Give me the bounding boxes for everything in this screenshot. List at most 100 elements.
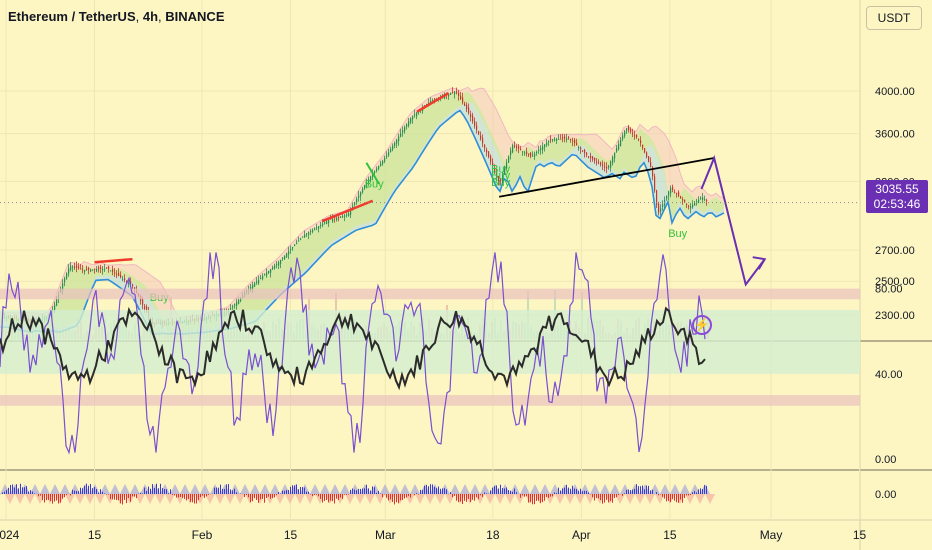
currency-button[interactable]: USDT: [866, 6, 922, 30]
hist-bar: [628, 489, 629, 494]
hist-bar: [504, 488, 505, 494]
hist-bar: [126, 494, 127, 504]
hist-bar: [536, 494, 537, 501]
hist-bar: [484, 492, 485, 494]
candle-body: [414, 114, 416, 116]
hist-bar: [636, 484, 637, 494]
candle-body: [450, 92, 452, 95]
candle-body: [488, 151, 490, 158]
hist-bar: [358, 488, 359, 494]
time-tick-label: 15: [853, 528, 867, 542]
hist-bar: [264, 494, 265, 503]
candle-body: [130, 281, 132, 285]
hist-bar: [292, 485, 293, 494]
hist-bar: [434, 486, 435, 494]
hist-up-triangle: [480, 484, 490, 494]
buy-signal-label: Buy: [491, 177, 510, 189]
hist-bar: [236, 492, 237, 494]
candle-body: [546, 142, 548, 146]
candle-body: [122, 278, 124, 280]
hist-bar: [644, 489, 645, 494]
price-tick-label: 2300.00: [875, 310, 915, 322]
time-tick-label: 15: [284, 528, 298, 542]
hist-bar: [534, 494, 535, 505]
hist-bar: [200, 494, 201, 498]
hist-bar: [492, 487, 493, 494]
candle-body: [582, 150, 584, 152]
hist-down-triangle: [435, 494, 445, 504]
hist-bar: [34, 493, 35, 494]
hist-bar: [580, 488, 581, 494]
lightning-icon[interactable]: ⚡: [692, 315, 712, 335]
hist-bar: [82, 488, 83, 494]
hist-bar: [616, 494, 617, 498]
hist-bar: [406, 494, 407, 498]
hist-down-triangle: [425, 494, 435, 504]
buy-signal-label: Buy: [491, 170, 510, 182]
hist-up-triangle: [310, 484, 320, 494]
hist-bar: [168, 493, 169, 494]
candle-body: [460, 95, 462, 100]
candle-body: [390, 149, 392, 153]
hist-bar: [338, 494, 339, 500]
hist-bar: [146, 490, 147, 494]
candle-body: [572, 140, 574, 142]
candle-body: [118, 272, 120, 276]
candle-body: [526, 151, 528, 154]
candle-body: [618, 143, 620, 150]
hist-bar: [508, 490, 509, 494]
hist-up-triangle: [680, 484, 690, 494]
candle-body: [554, 139, 556, 141]
hist-bar: [54, 494, 55, 502]
candle-body: [490, 156, 492, 162]
candle-body: [72, 266, 74, 268]
hist-bar: [282, 490, 283, 494]
chart-title: Ethereum / TetherUS, 4h, BINANCE: [8, 9, 225, 24]
hist-bar: [356, 490, 357, 494]
hist-up-triangle: [670, 484, 680, 494]
hist-up-triangle: [660, 484, 670, 494]
candle-body: [674, 191, 676, 193]
trendline: [499, 157, 715, 198]
candle-body: [642, 144, 644, 148]
candle-body: [80, 268, 82, 270]
candle-body: [628, 126, 630, 131]
hist-down-triangle: [345, 494, 355, 504]
hist-bar: [30, 490, 31, 494]
hist-bar: [42, 494, 43, 501]
candle-body: [600, 162, 602, 165]
hist-bar: [456, 494, 457, 501]
candle-body: [324, 222, 326, 224]
hist-bar: [696, 492, 697, 494]
hist-down-triangle: [305, 494, 315, 504]
hist-bar: [234, 488, 235, 494]
hist-bar: [600, 494, 601, 501]
candle-body: [112, 269, 114, 272]
hist-down-triangle: [165, 494, 175, 504]
candle-body: [126, 280, 128, 282]
hist-bar: [198, 494, 199, 501]
candle-body: [394, 142, 396, 146]
candle-body: [274, 265, 276, 269]
hist-up-triangle: [470, 484, 480, 494]
candle-body: [320, 224, 322, 226]
hist-up-triangle: [40, 484, 50, 494]
hist-bar: [440, 488, 441, 494]
hist-bar: [522, 494, 523, 496]
hist-down-triangle: [505, 494, 515, 504]
hist-bar: [296, 484, 297, 494]
hist-up-triangle: [170, 484, 180, 494]
hist-down-triangle: [495, 494, 505, 504]
hist-bar: [674, 494, 675, 501]
candle-body: [396, 139, 398, 144]
candle-body: [416, 112, 418, 117]
hist-up-triangle: [30, 484, 40, 494]
hist-up-triangle: [330, 484, 340, 494]
hist-bar: [336, 494, 337, 499]
hist-bar: [548, 494, 549, 498]
hist-bar: [84, 485, 85, 494]
hist-bar: [256, 494, 257, 500]
hist-up-triangle: [130, 484, 140, 494]
hist-bar: [702, 488, 703, 494]
